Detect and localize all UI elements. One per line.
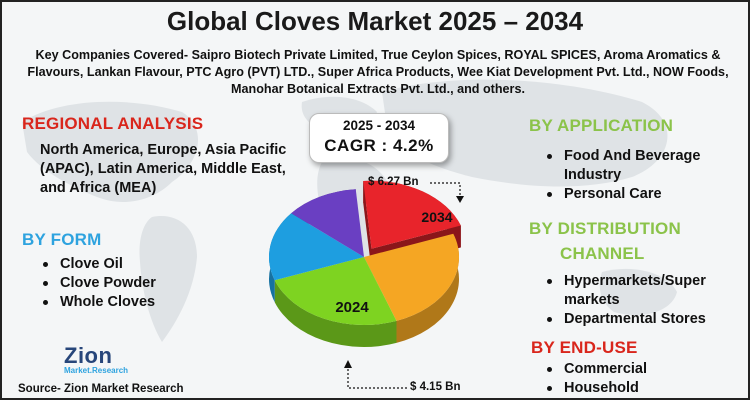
value-2034-label: $ 6.27 Bn	[368, 176, 419, 188]
pie-slice-orange-side	[396, 233, 459, 343]
pie-slice-purple	[291, 189, 364, 257]
list-item: Household	[544, 379, 744, 398]
cagr-value: CAGR : 4.2%	[324, 136, 434, 155]
regional-analysis-heading: REGIONAL ANALYSIS	[22, 114, 204, 133]
by-application-list: Food And Beverage Industry Personal Care	[544, 147, 744, 204]
list-item: Commercial	[544, 360, 744, 379]
source-text: Source- Zion Market Research	[18, 383, 184, 395]
by-distribution-heading-2: CHANNEL	[560, 244, 645, 263]
by-end-use-list: Commercial Household	[544, 360, 744, 398]
by-form-list: Clove Oil Clove Powder Whole Cloves	[40, 255, 156, 312]
cagr-years: 2025 - 2034	[342, 118, 416, 133]
page-title: Global Cloves Market 2025 – 2034	[166, 6, 584, 36]
market-pie-graphic: 2034 2024	[269, 180, 461, 347]
by-distribution-heading-1: BY DISTRIBUTION	[529, 219, 681, 238]
regional-analysis-text: North America, Europe, Asia Pacific (APA…	[40, 142, 287, 196]
pie-slice-red	[363, 180, 461, 249]
list-item: Whole Cloves	[40, 293, 156, 312]
pie-slice-green-side	[274, 280, 397, 347]
pie-slice-green	[274, 257, 397, 325]
value-2024-label: $ 4.15 Bn	[410, 381, 461, 393]
list-item: Clove Oil	[40, 255, 156, 274]
logo-sub-text: Market.Research	[64, 366, 129, 375]
list-item: Departmental Stores	[544, 310, 744, 329]
by-application-heading: BY APPLICATION	[529, 116, 674, 135]
by-end-use-heading: BY END-USE	[531, 338, 638, 357]
zion-logo: Zion Market.Research	[64, 343, 134, 376]
pie-label-2034: 2034	[421, 209, 452, 225]
list-item: Food And Beverage Industry	[544, 147, 744, 185]
key-companies-text: Key Companies Covered- Saipro Biotech Pr…	[27, 48, 729, 96]
list-item: Personal Care	[544, 185, 744, 204]
list-item: Hypermarkets/Super markets	[544, 272, 744, 310]
pie-slice-orange	[364, 233, 459, 321]
pie-slice-blue	[269, 213, 364, 281]
pie-top	[269, 180, 461, 325]
list-item: Clove Powder	[40, 274, 156, 293]
pie-label-2024: 2024	[335, 299, 369, 316]
by-form-heading: BY FORM	[22, 230, 102, 249]
logo-main-text: Zion	[64, 343, 113, 368]
by-distribution-list: Hypermarkets/Super markets Departmental …	[544, 272, 744, 329]
cagr-box: 2025 - 2034 CAGR : 4.2%	[309, 113, 449, 163]
